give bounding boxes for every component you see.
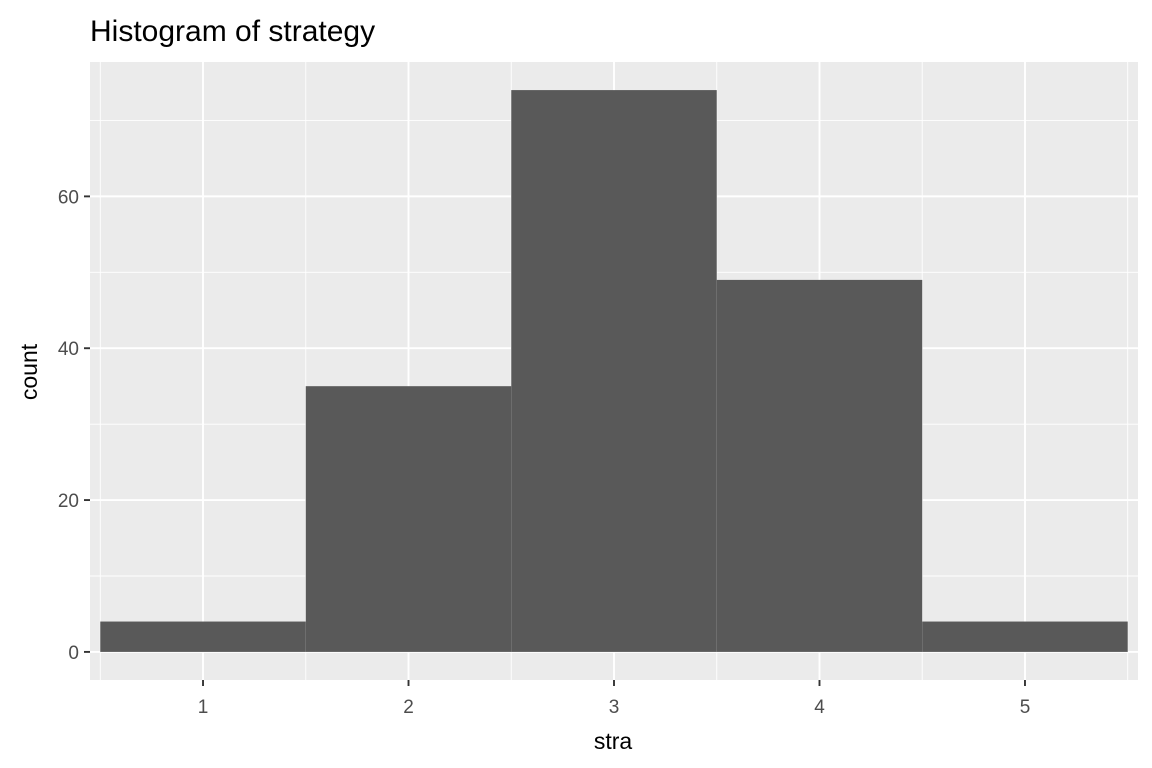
x-axis-title: stra xyxy=(594,728,633,754)
chart-title: Histogram of strategy xyxy=(90,15,375,48)
x-tick-label: 3 xyxy=(609,697,620,718)
histogram-bar-3 xyxy=(511,90,717,652)
y-tick-label: 40 xyxy=(58,339,79,360)
y-tick-label: 0 xyxy=(68,643,79,664)
x-tick-label: 1 xyxy=(198,697,209,718)
histogram-bar-1 xyxy=(100,621,306,652)
histogram-bar-2 xyxy=(305,386,512,652)
histogram-bar-4 xyxy=(716,279,923,652)
x-tick-label: 4 xyxy=(814,697,825,718)
y-axis-title: count xyxy=(16,343,42,400)
bars xyxy=(100,90,1128,652)
y-tick-label: 20 xyxy=(58,491,79,512)
x-tick-label: 5 xyxy=(1020,697,1031,718)
histogram-bar-5 xyxy=(922,621,1128,652)
x-tick-label: 2 xyxy=(403,697,414,718)
axes: 1 2 3 4 5 0 20 40 60 xyxy=(58,187,1030,718)
y-tick-label: 60 xyxy=(58,187,79,208)
